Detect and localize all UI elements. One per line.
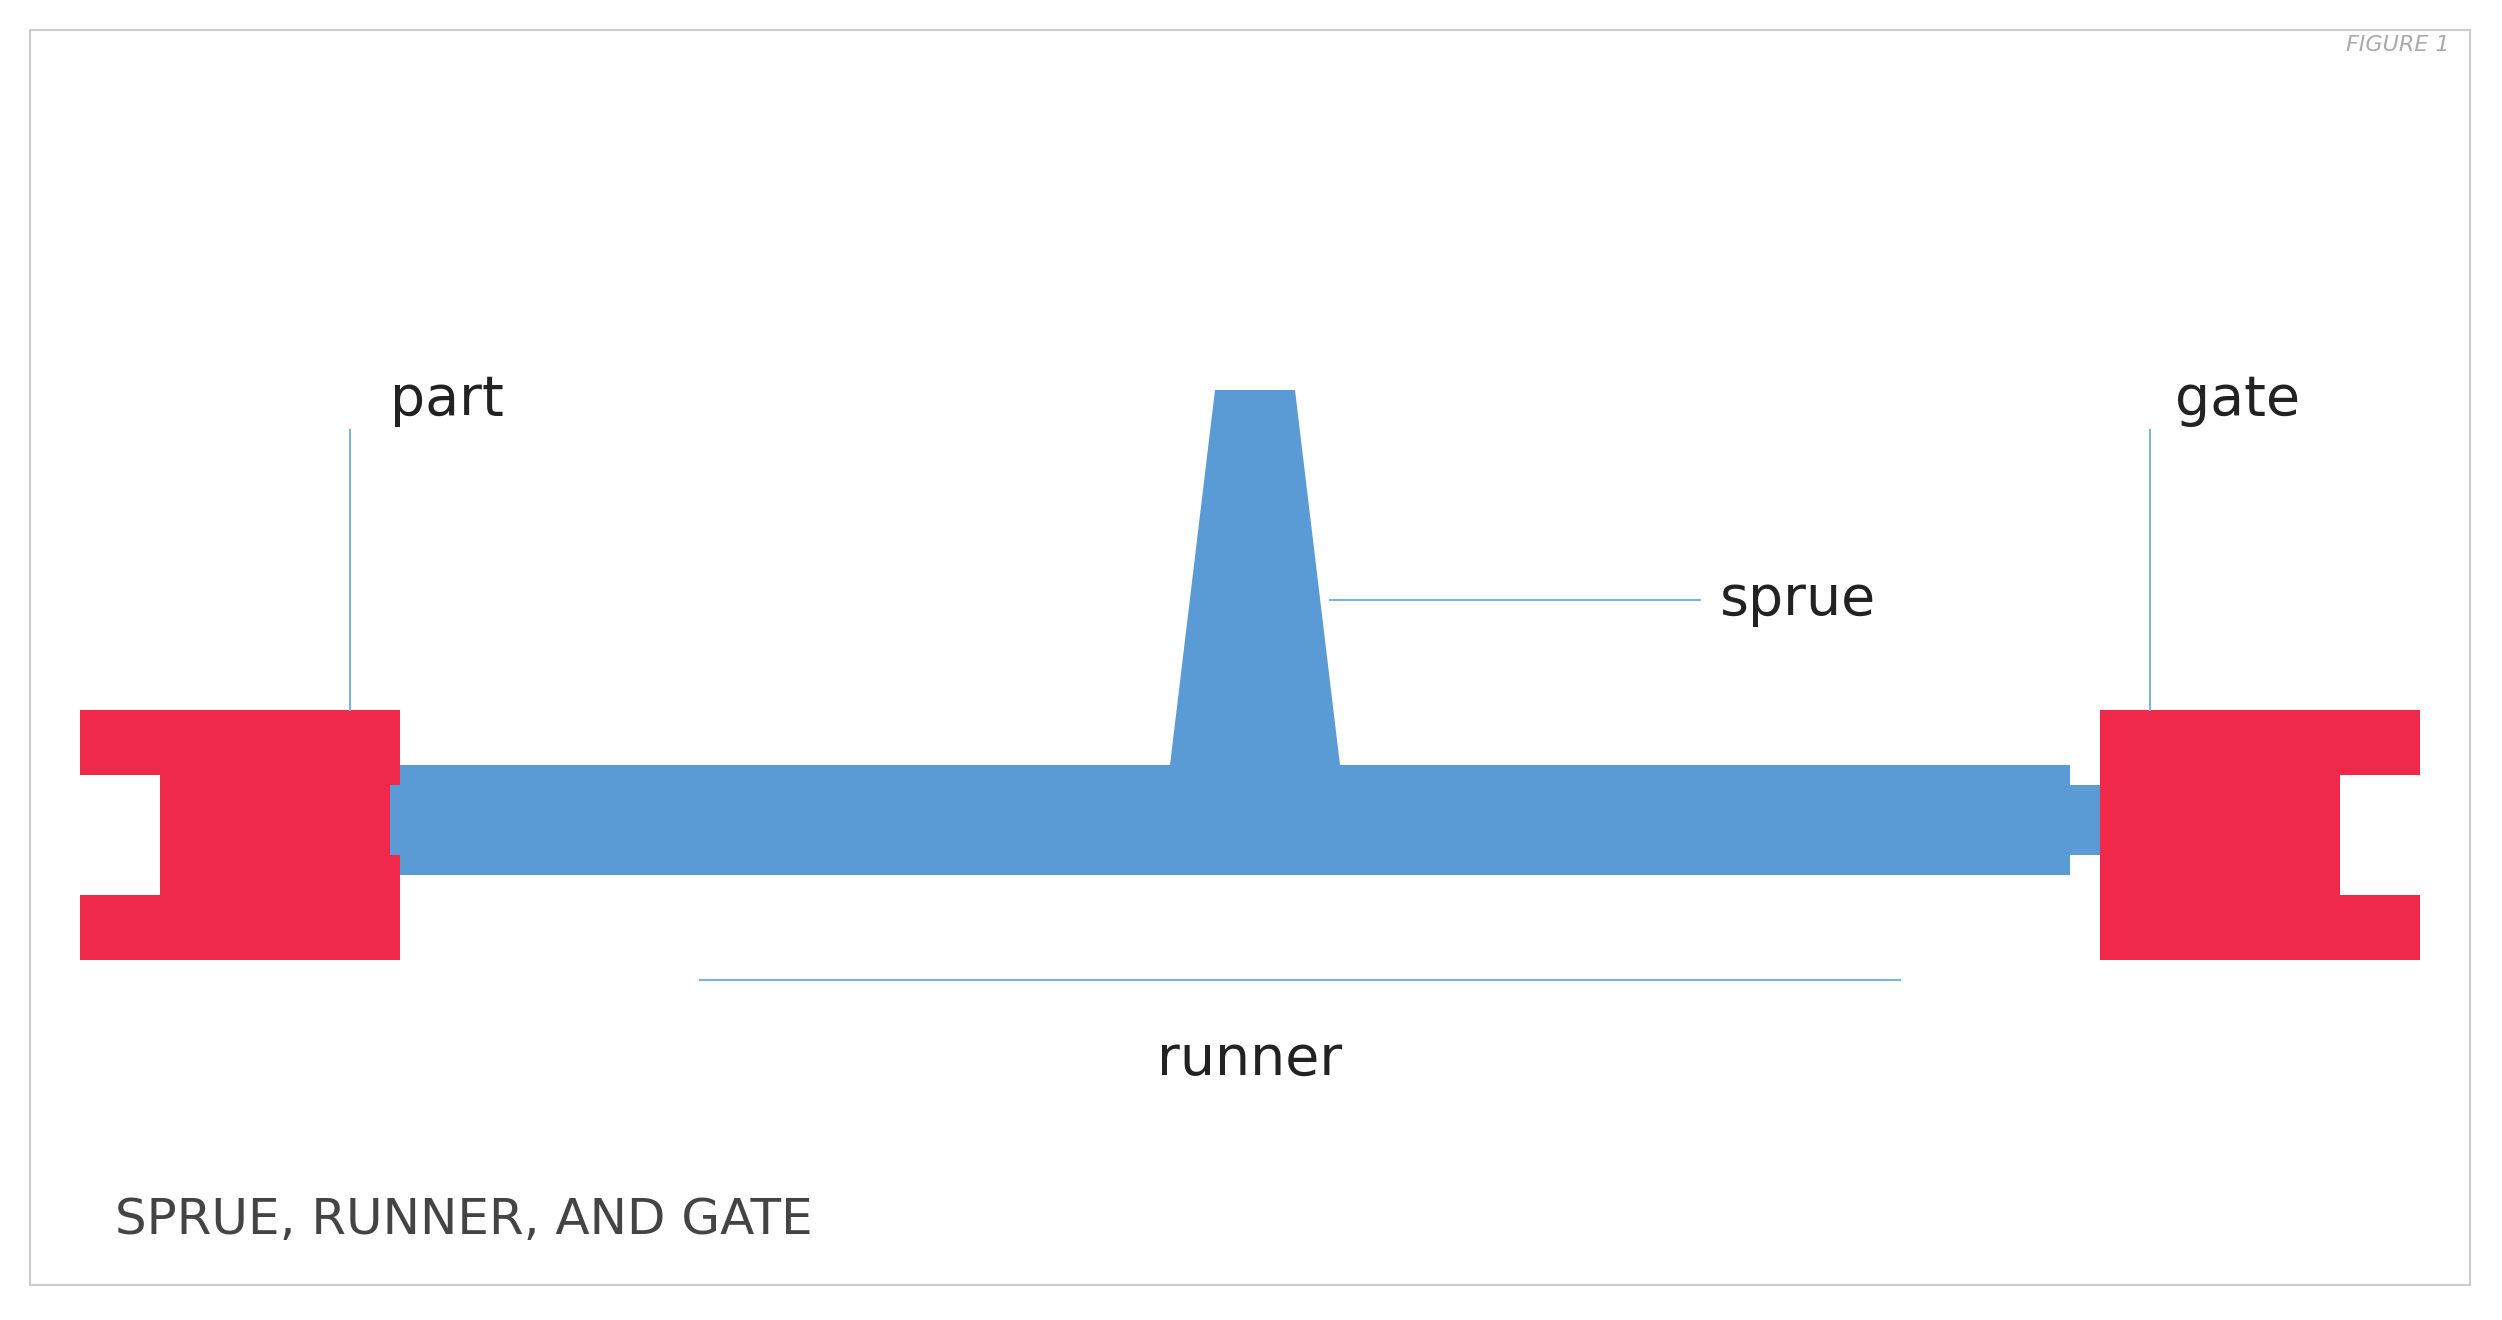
- Bar: [1969, 785, 2099, 855]
- Bar: [390, 785, 490, 855]
- Bar: [390, 766, 2069, 875]
- Text: runner: runner: [1158, 1034, 1344, 1086]
- Polygon shape: [2099, 710, 2419, 960]
- Text: FIGURE 1: FIGURE 1: [2347, 36, 2449, 55]
- Text: gate: gate: [2174, 374, 2299, 426]
- Polygon shape: [1171, 389, 1341, 766]
- Text: part: part: [390, 374, 503, 426]
- Text: sprue: sprue: [1719, 573, 1876, 627]
- Polygon shape: [80, 710, 400, 960]
- Text: SPRUE, RUNNER, AND GATE: SPRUE, RUNNER, AND GATE: [115, 1196, 813, 1243]
